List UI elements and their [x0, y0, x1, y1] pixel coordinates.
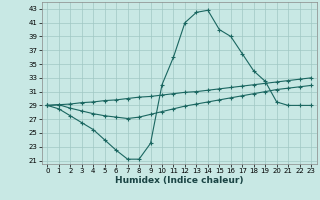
X-axis label: Humidex (Indice chaleur): Humidex (Indice chaleur) — [115, 176, 244, 185]
